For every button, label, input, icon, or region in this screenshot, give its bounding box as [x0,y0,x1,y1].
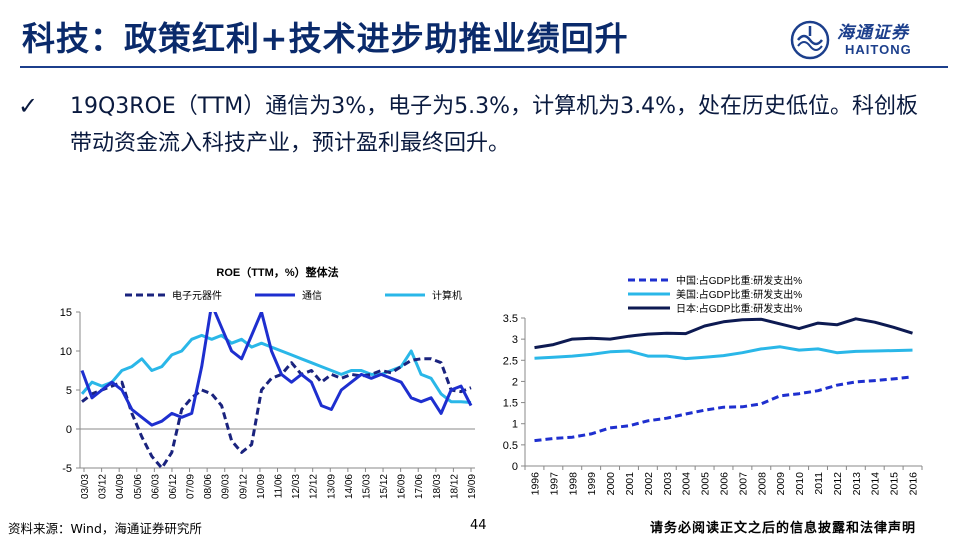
y-tick-label: -5 [62,463,72,475]
key-point-text: 19Q3ROE（TTM）通信为3%，电子为5.3%，计算机为3.4%，处在历史低… [70,94,918,156]
series-line [534,345,913,361]
title-divider [20,66,948,68]
x-tick-label: 16/09 [397,474,408,499]
x-tick-label: 15/12 [379,474,390,499]
y-tick-label: 0 [512,461,518,473]
y-tick-label: 5 [66,385,72,397]
x-tick-label: 06/12 [168,474,179,499]
series-line [534,375,913,443]
series-line [80,312,473,427]
rd-gdp-chart: 中国:占GDP比重:研发支出%美国:占GDP比重:研发支出%日本:占GDP比重:… [503,274,923,496]
y-tick-label: 2 [512,376,518,388]
legend-label: 通信 [302,290,322,302]
logo-english-name: HAITONG [845,42,912,57]
series-line [534,317,913,350]
source-note: 资料来源：Wind，海通证券研究所 [8,521,202,536]
x-tick-label: 2016 [908,472,920,496]
x-tick-label: 2006 [719,472,731,496]
x-tick-label: 03/03 [80,474,91,499]
x-tick-label: 1996 [529,472,541,496]
x-tick-label: 2002 [643,472,655,496]
haitong-logo-icon [790,20,830,60]
x-tick-label: 06/03 [150,474,161,499]
x-tick-label: 19/09 [467,474,478,499]
x-tick-label: 09/12 [238,474,249,499]
y-tick-label: 15 [60,307,72,319]
x-tick-label: 14/06 [344,474,355,499]
x-tick-label: 08/06 [203,474,214,499]
y-tick-label: 2.5 [503,355,518,367]
y-tick-label: 1 [512,419,518,431]
x-tick-label: 04/09 [115,474,126,499]
x-tick-label: 17/06 [414,474,425,499]
x-tick-label: 15/03 [361,474,372,499]
y-tick-label: 1.5 [503,398,518,410]
legend-label: 计算机 [432,289,462,302]
x-tick-label: 2015 [889,472,901,496]
x-tick-label: 18/03 [432,474,443,499]
disclaimer: 请务必阅读正文之后的信息披露和法律声明 [650,521,917,536]
y-tick-label: 0.5 [503,440,518,452]
haitong-logo: 海通证券 HAITONG [790,18,940,64]
x-tick-label: 2001 [624,472,636,496]
legend-label: 美国:占GDP比重:研发支出% [676,288,802,301]
series-line [80,333,472,404]
x-tick-label: 13/09 [326,474,337,499]
x-tick-label: 18/12 [449,474,460,499]
legend-label: 中国:占GDP比重:研发支出% [676,274,802,287]
x-tick-label: 1999 [586,472,598,496]
chart-title: ROE（TTM，%）整体法 [216,265,338,279]
page-number: 44 [470,518,487,533]
x-tick-label: 2005 [700,472,712,496]
x-tick-label: 12/12 [309,474,320,499]
x-tick-label: 2011 [813,472,825,495]
x-tick-label: 11/06 [274,474,285,499]
legend-label: 日本:占GDP比重:研发支出% [676,302,802,315]
x-tick-label: 2000 [605,472,617,496]
series-line [81,357,472,468]
logo-chinese-name: 海通证券 [837,23,909,43]
x-tick-label: 09/03 [221,474,232,499]
page-title: 科技：政策红利+技术进步助推业绩回升 [22,19,629,58]
y-tick-label: 0 [66,424,72,436]
checkmark-icon: ✓ [18,92,39,120]
x-tick-label: 2008 [756,472,768,496]
x-tick-label: 1997 [548,472,560,496]
x-tick-label: 2003 [662,472,674,496]
x-tick-label: 10/09 [256,474,267,499]
legend-label: 电子元器件 [172,289,222,302]
x-tick-label: 1998 [567,472,579,496]
x-tick-label: 2010 [794,472,806,496]
x-tick-label: 12/03 [291,474,302,499]
x-tick-label: 2007 [737,472,749,496]
y-tick-label: 10 [60,346,72,358]
x-tick-label: 05/06 [133,474,144,499]
y-tick-label: 3 [512,334,518,346]
x-tick-label: 2013 [851,472,863,496]
x-tick-label: 03/12 [98,474,109,499]
x-tick-label: 2012 [832,472,844,496]
y-tick-label: 3.5 [503,313,518,325]
x-tick-label: 2009 [775,472,787,496]
x-tick-label: 2004 [681,472,693,496]
x-tick-label: 07/09 [186,474,197,499]
x-tick-label: 2014 [870,472,882,496]
